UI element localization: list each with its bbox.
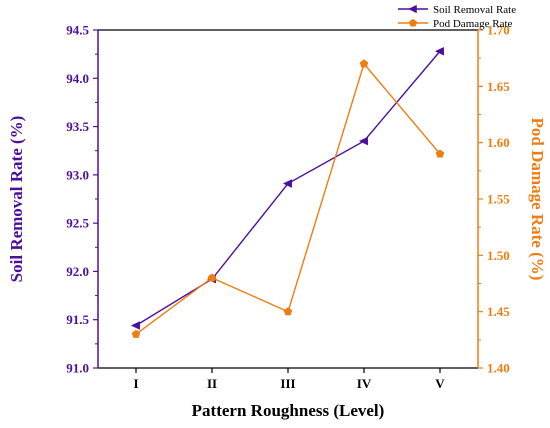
y-left-tick-label: 93.5 — [66, 119, 89, 134]
y-left-tick-label: 94.5 — [66, 23, 89, 38]
y-left-tick-label: 92.0 — [66, 264, 89, 279]
soil-removal-rate-point — [358, 136, 368, 146]
y-left-tick-label: 93.0 — [66, 167, 89, 182]
x-tick-label: III — [280, 376, 295, 391]
x-axis: I II III IV V — [133, 368, 445, 391]
x-axis-title: Pattern Roughness (Level) — [192, 401, 385, 420]
legend-label-soil-removal-rate: Soil Removal Rate — [433, 4, 516, 16]
y-right-tick-label: 1.65 — [487, 79, 510, 94]
y-axis-left: 91.0 91.5 92.0 92.5 93.0 93.5 94.0 94.5 — [66, 23, 98, 376]
y-left-tick-label: 91.0 — [66, 361, 89, 376]
pod-damage-rate-point — [359, 59, 369, 68]
soil-removal-rate-line — [135, 50, 441, 327]
pod-damage-rate-point — [435, 149, 445, 158]
y-right-tick-label: 1.45 — [487, 304, 510, 319]
pod-damage-rate-point — [207, 273, 217, 282]
legend-marker-pod-damage-rate — [408, 18, 418, 27]
legend: Soil Removal Rate Pod Damage Rate — [398, 4, 516, 30]
y-left-tick-label: 92.5 — [66, 216, 89, 231]
legend-marker-soil-removal-rate — [408, 4, 417, 14]
y-right-tick-label: 1.40 — [487, 361, 510, 376]
y-axis-right-title: Pod Damage Rate (%) — [528, 118, 547, 281]
y-right-tick-label: 1.50 — [487, 248, 510, 263]
y-right-tick-label: 1.55 — [487, 192, 510, 207]
y-axis-left-title: Soil Removal Rate (%) — [7, 116, 26, 283]
y-left-tick-label: 91.5 — [66, 312, 89, 327]
soil-removal-rate-point — [434, 46, 444, 56]
x-tick-label: I — [133, 376, 138, 391]
soil-removal-rate-point — [282, 179, 292, 188]
soil-removal-rate-point — [130, 321, 140, 330]
x-tick-label: II — [207, 376, 217, 391]
pod-damage-rate-point — [283, 307, 293, 316]
pod-damage-rate-point — [131, 329, 141, 338]
y-axis-right: 1.40 1.45 1.50 1.55 1.60 1.65 1.70 — [478, 23, 510, 376]
series-layer — [130, 46, 445, 338]
x-tick-label: V — [435, 376, 445, 391]
x-tick-label: IV — [357, 376, 372, 391]
plot-frame — [97, 29, 479, 369]
y-right-tick-label: 1.60 — [487, 135, 510, 150]
y-left-tick-label: 94.0 — [66, 71, 89, 86]
legend-label-pod-damage-rate: Pod Damage Rate — [433, 18, 513, 30]
y-right-tick-label: 1.70 — [487, 23, 510, 38]
